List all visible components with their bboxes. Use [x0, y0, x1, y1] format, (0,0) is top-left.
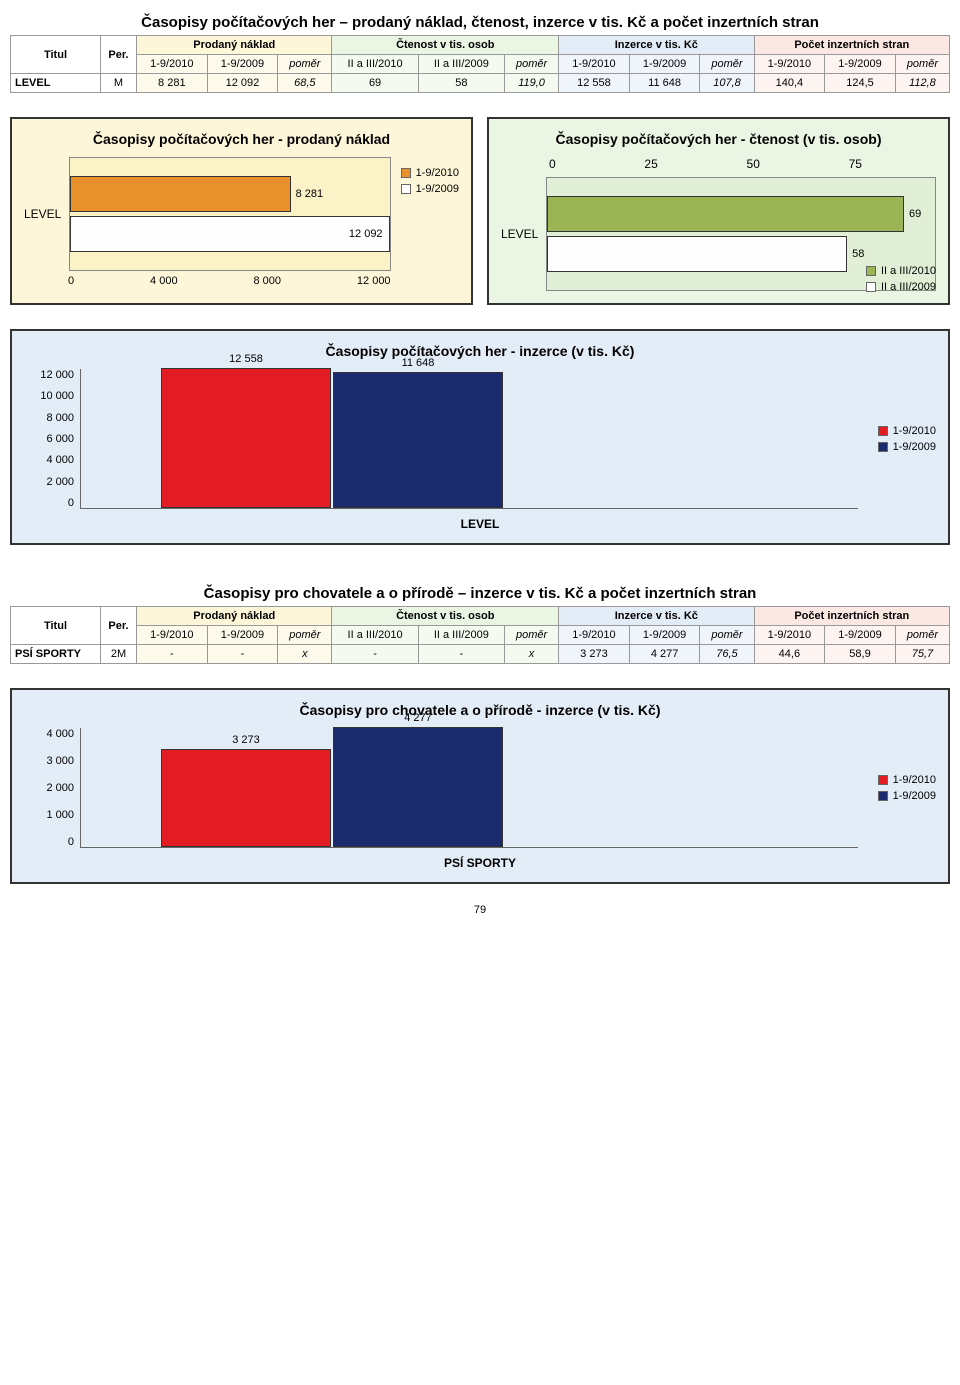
chart3-category: LEVEL [24, 517, 936, 531]
table1: TitulPer.Prodaný nákladČtenost v tis. os… [10, 35, 950, 93]
chart4-inzerce: Časopisy pro chovatele a o přírodě - inz… [10, 688, 950, 884]
chart2-legend: II a III/2010II a III/2009 [866, 265, 936, 293]
chart4-legend: 1-9/20101-9/2009 [878, 728, 936, 848]
chart1-legend: 1-9/20101-9/2009 [401, 157, 459, 287]
vbar: 3 273 [161, 749, 331, 847]
chart2-title: Časopisy počítačových her - čtenost (v t… [501, 131, 936, 147]
chart4-category: PSÍ SPORTY [24, 856, 936, 870]
chart4-yaxis: 01 0002 0003 0004 000 [24, 728, 80, 848]
chart3-inzerce: Časopisy počítačových her - inzerce (v t… [10, 329, 950, 545]
chart1-category: LEVEL [24, 157, 69, 271]
chart2-bar: 58 [547, 236, 847, 272]
chart1-bar: 8 281 [70, 176, 290, 212]
vbar: 4 277 [333, 727, 503, 847]
chart1-xaxis: 04 0008 00012 000 [68, 275, 391, 287]
section1-title: Časopisy počítačových her – prodaný nákl… [10, 14, 950, 31]
chart3-yaxis: 02 0004 0006 0008 00010 00012 000 [24, 369, 80, 509]
chart2-bar: 69 [547, 196, 904, 232]
chart3-legend: 1-9/20101-9/2009 [878, 369, 936, 509]
chart2-ctenost: Časopisy počítačových her - čtenost (v t… [487, 117, 950, 305]
table2: TitulPer.Prodaný nákladČtenost v tis. os… [10, 606, 950, 664]
chart2-category: LEVEL [501, 177, 546, 291]
vbar: 12 558 [161, 368, 331, 508]
chart1-prodany-naklad: Časopisy počítačových her - prodaný nákl… [10, 117, 473, 305]
section2-title: Časopisy pro chovatele a o přírodě – inz… [10, 585, 950, 602]
chart2-xaxis: 0255075 [545, 157, 866, 171]
chart1-title: Časopisy počítačových her - prodaný nákl… [24, 131, 459, 147]
vbar: 11 648 [333, 372, 503, 508]
chart1-bar: 12 092 [70, 216, 389, 252]
page-number: 79 [10, 904, 950, 916]
